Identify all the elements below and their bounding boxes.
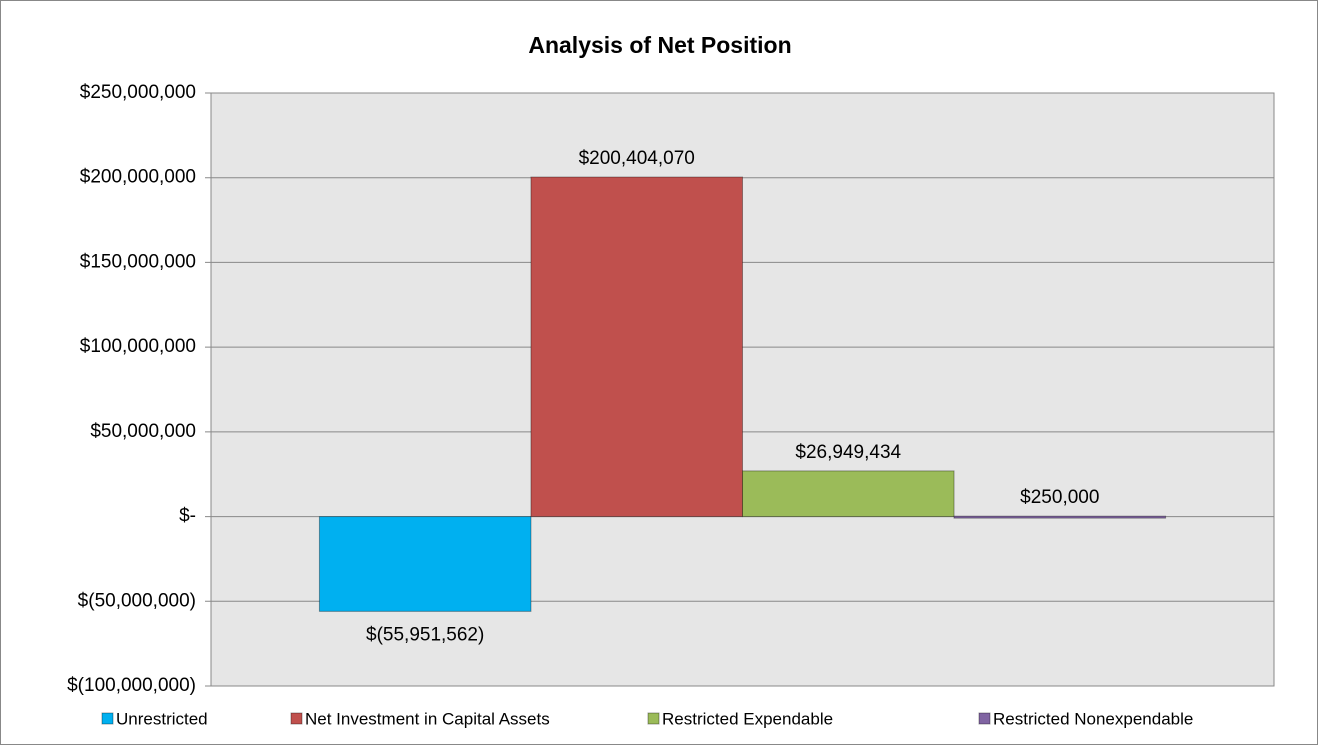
legend-swatch [101,712,114,725]
legend-swatch [290,712,303,725]
legend-label: Restricted Expendable [662,709,833,728]
y-tick-label: $100,000,000 [80,336,196,357]
bar [530,176,744,518]
data-label: $250,000 [1020,487,1099,508]
y-tick-label: $200,000,000 [80,167,196,188]
chart-title: Analysis of Net Position [528,32,791,58]
y-tick-label: $(100,000,000) [67,675,196,696]
legend-label: Restricted Nonexpendable [993,709,1193,728]
legend-swatch [978,712,991,725]
y-tick-label: $50,000,000 [90,421,196,442]
y-tick-label: $(50,000,000) [78,590,196,611]
y-tick-label: $- [179,506,196,527]
data-label: $(55,951,562) [366,624,484,645]
legend-label: Net Investment in Capital Assets [305,709,550,728]
legend-swatch [647,712,660,725]
bar [742,470,955,518]
legend-label: Unrestricted [116,709,208,728]
bar [953,515,1167,519]
data-label: $26,949,434 [795,442,901,463]
bar [318,516,532,612]
data-label: $200,404,070 [579,148,695,169]
y-tick-label: $150,000,000 [80,251,196,272]
y-tick-label: $250,000,000 [80,82,196,103]
